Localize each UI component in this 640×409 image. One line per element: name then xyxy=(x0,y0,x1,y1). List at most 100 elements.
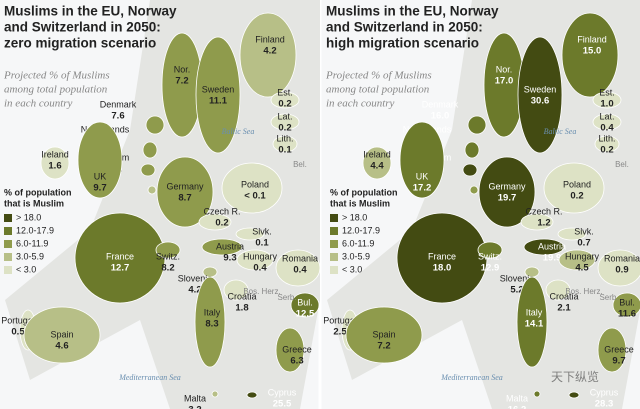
region-label: Serb. xyxy=(277,293,296,302)
country-value: 4.2 xyxy=(263,46,276,57)
country-shape xyxy=(23,306,101,364)
country-shape xyxy=(195,36,241,154)
legend-label: 12.0-17.9 xyxy=(16,225,54,235)
country-value: 0.2 xyxy=(278,123,291,134)
legend-title: % of population xyxy=(4,187,72,197)
country-value: 4.6 xyxy=(55,341,68,352)
legend-title: % of population xyxy=(330,187,398,197)
country-shape xyxy=(246,391,258,399)
country-shape xyxy=(520,213,554,231)
country-value: 7.2 xyxy=(377,341,390,352)
country-value: 1.0 xyxy=(600,99,613,110)
country-shape xyxy=(235,227,265,241)
country-shape xyxy=(275,327,305,373)
country-name: Austria xyxy=(538,241,566,251)
country-value: 0.4 xyxy=(253,263,267,274)
country-name: Slvk. xyxy=(574,226,594,236)
country-value: 0.1 xyxy=(255,238,269,249)
country-shape xyxy=(270,91,300,109)
country-shape xyxy=(156,156,214,228)
country-value: 12.9 xyxy=(481,263,500,274)
legend-label: 12.0-17.9 xyxy=(342,225,380,235)
country-shape xyxy=(221,162,283,214)
country-value: 2.5 xyxy=(333,327,347,338)
country-value: 8.7 xyxy=(178,193,191,204)
map-title: zero migration scenario xyxy=(4,36,156,51)
country-name: Denmark xyxy=(422,99,459,109)
legend-label: 6.0-11.9 xyxy=(16,238,48,248)
country-name: Denmark xyxy=(100,99,137,109)
country-name: Cyprus xyxy=(590,387,619,397)
country-name: Ireland xyxy=(363,149,391,159)
country-name: Lith. xyxy=(598,133,615,143)
region-label: Serb. xyxy=(599,293,618,302)
map-title: and Switzerland in 2050: xyxy=(326,20,483,35)
country-value: < 0.1 xyxy=(244,191,266,202)
country-name: Lat. xyxy=(277,111,292,121)
country-name: Switz. xyxy=(156,251,180,261)
country-value: 0.7 xyxy=(577,238,590,249)
country-name: France xyxy=(106,251,134,261)
legend-label: 3.0-5.9 xyxy=(16,251,44,261)
legend-title: that is Muslim xyxy=(4,198,64,208)
country-name: Romania xyxy=(282,253,318,263)
country-value: 15.0 xyxy=(583,46,602,57)
country-value: 0.2 xyxy=(600,145,613,156)
country-shape xyxy=(198,213,232,231)
map-title: Muslims in the EU, Norway xyxy=(326,4,499,19)
country-shape xyxy=(523,238,565,256)
country-name: Nor. xyxy=(496,64,513,74)
country-shape xyxy=(142,141,158,159)
legend-swatch xyxy=(330,214,338,222)
legend-swatch xyxy=(330,253,338,261)
country-shape xyxy=(517,36,563,154)
country-name: Est. xyxy=(599,87,615,97)
country-value: 4.2 xyxy=(188,285,201,296)
country-name: Romania xyxy=(604,253,640,263)
country-name: Spain xyxy=(372,329,395,339)
country-name: Finland xyxy=(577,34,607,44)
legend-swatch xyxy=(4,240,12,248)
country-name: UK xyxy=(94,171,107,181)
country-shape xyxy=(194,276,226,368)
country-shape xyxy=(464,141,480,159)
country-value: 28.3 xyxy=(595,399,614,409)
country-shape xyxy=(362,146,392,180)
country-shape xyxy=(223,279,249,301)
country-name: Slovenia xyxy=(178,273,213,283)
country-value: 12.7 xyxy=(111,263,130,274)
country-name: Poland xyxy=(241,179,269,189)
country-shape xyxy=(211,390,219,398)
map-title: Muslims in the EU, Norway xyxy=(4,4,177,19)
region-label: Baltic Sea xyxy=(222,127,255,136)
country-name: Italy xyxy=(204,307,221,317)
map-subtitle: Projected % of Muslims xyxy=(3,70,110,82)
region-label: Bos. Herz. xyxy=(565,287,602,296)
map-title: high migration scenario xyxy=(326,36,479,51)
legend-label: < 3.0 xyxy=(342,264,362,274)
country-shape xyxy=(592,91,622,109)
legend-swatch xyxy=(330,266,338,274)
country-name: Spain xyxy=(50,329,73,339)
country-value: 8.3 xyxy=(205,319,218,330)
country-name: Lat. xyxy=(599,111,614,121)
country-shape xyxy=(147,185,157,195)
country-name: Nor. xyxy=(174,64,191,74)
country-shape xyxy=(477,241,503,259)
watermark: 天下纵览 xyxy=(551,369,599,384)
map-subtitle: in each country xyxy=(326,98,395,110)
legend-swatch xyxy=(330,240,338,248)
country-name: Slvk. xyxy=(252,226,272,236)
country-shape xyxy=(516,276,548,368)
country-shape xyxy=(140,163,156,177)
map-panel: Finland4.2Nor.7.2Sweden11.1Est.0.2Lat.0.… xyxy=(1,0,321,409)
country-name: Croatia xyxy=(549,291,578,301)
country-name: Bul. xyxy=(619,297,635,307)
country-name: Austria xyxy=(216,241,244,251)
country-value: 0.4 xyxy=(600,123,614,134)
legend-swatch xyxy=(4,214,12,222)
map-subtitle: among total population xyxy=(4,84,108,96)
country-name: Portugal xyxy=(323,315,357,325)
region-label: Mediterranean Sea xyxy=(118,373,181,382)
